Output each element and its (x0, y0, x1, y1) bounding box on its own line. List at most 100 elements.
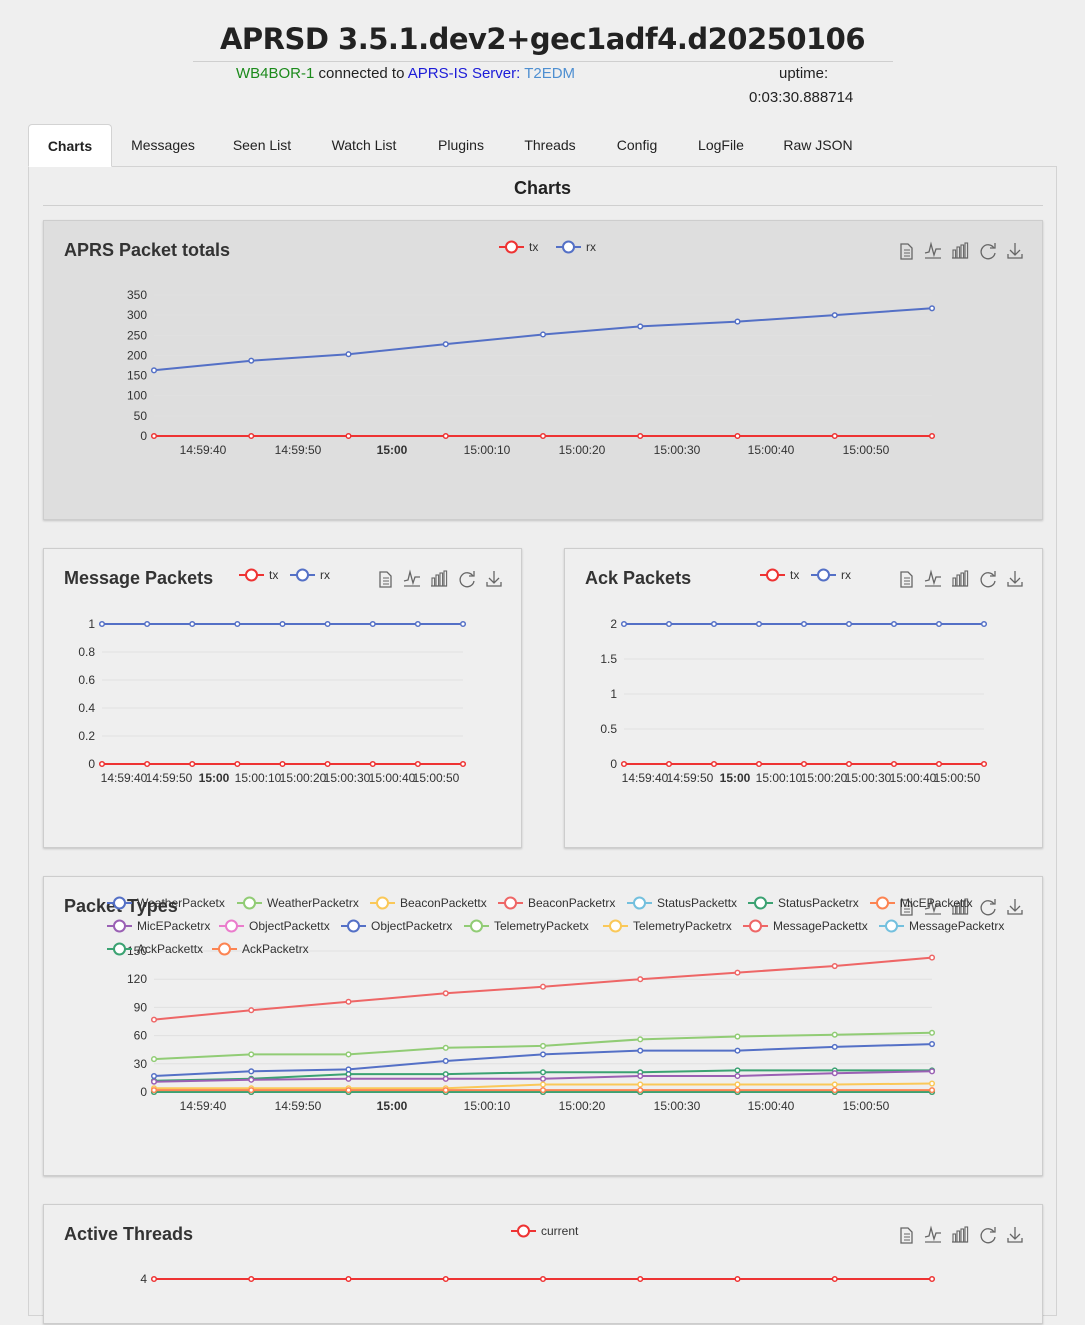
restore-icon[interactable] (978, 569, 998, 589)
data-point[interactable] (831, 1031, 838, 1038)
data-point[interactable] (442, 341, 449, 348)
data-view-icon[interactable] (375, 569, 395, 589)
data-point[interactable] (734, 1047, 741, 1054)
data-point[interactable] (831, 312, 838, 319)
data-point[interactable] (442, 1057, 449, 1065)
data-point[interactable] (928, 1068, 936, 1075)
legend-item-tx[interactable]: tx (499, 240, 538, 254)
data-point[interactable] (831, 1043, 838, 1050)
tab-watch-list[interactable]: Watch List (331, 137, 397, 153)
data-point[interactable] (980, 760, 988, 768)
data-point[interactable] (248, 1087, 255, 1094)
data-point[interactable] (734, 432, 741, 440)
data-point[interactable] (248, 1007, 255, 1014)
data-point[interactable] (637, 1072, 644, 1080)
data-point[interactable] (442, 432, 449, 440)
data-point[interactable] (845, 620, 853, 628)
data-point[interactable] (248, 1275, 255, 1283)
data-point[interactable] (800, 760, 808, 768)
tab-messages[interactable]: Messages (131, 137, 195, 153)
data-point[interactable] (442, 1075, 449, 1082)
data-point[interactable] (734, 1072, 741, 1080)
data-point[interactable] (324, 620, 331, 628)
tab-logfile[interactable]: LogFile (698, 137, 744, 153)
legend-item-beaconpacketrx[interactable]: BeaconPacketrx (498, 896, 615, 910)
data-point[interactable] (755, 760, 763, 768)
data-point[interactable] (369, 760, 376, 768)
restore-icon[interactable] (978, 241, 998, 261)
data-point[interactable] (928, 1087, 936, 1094)
data-point[interactable] (539, 1069, 547, 1076)
bar-chart-icon[interactable] (950, 569, 970, 589)
data-point[interactable] (324, 760, 331, 768)
save-image-icon[interactable] (1005, 241, 1025, 261)
data-point[interactable] (279, 620, 286, 628)
save-image-icon[interactable] (1005, 1225, 1025, 1245)
data-point[interactable] (442, 1087, 449, 1094)
legend-item-micepackettx[interactable]: MicEPackettx (870, 896, 973, 910)
data-point[interactable] (442, 990, 449, 997)
data-point[interactable] (150, 432, 158, 440)
data-point[interactable] (620, 620, 628, 628)
data-point[interactable] (150, 1275, 158, 1283)
data-point[interactable] (234, 760, 241, 768)
data-point[interactable] (831, 432, 838, 440)
legend-item-micepacketrx[interactable]: MicEPacketrx (107, 919, 210, 933)
data-point[interactable] (150, 1056, 158, 1063)
data-point[interactable] (637, 1275, 644, 1283)
data-point[interactable] (144, 760, 151, 768)
data-point[interactable] (150, 1072, 158, 1080)
data-point[interactable] (539, 331, 547, 338)
tab-seen-list[interactable]: Seen List (232, 137, 292, 153)
restore-icon[interactable] (978, 1225, 998, 1245)
data-view-icon[interactable] (896, 569, 916, 589)
bar-chart-icon[interactable] (950, 1225, 970, 1245)
data-point[interactable] (369, 620, 376, 628)
line-chart-icon[interactable] (923, 897, 943, 917)
restore-icon[interactable] (978, 897, 998, 917)
data-point[interactable] (345, 1087, 352, 1094)
legend-item-tx[interactable]: tx (239, 568, 278, 582)
data-view-icon[interactable] (896, 1225, 916, 1245)
tab-threads[interactable]: Threads (524, 137, 576, 153)
data-view-icon[interactable] (896, 897, 916, 917)
data-point[interactable] (831, 1275, 838, 1283)
legend-item-objectpacketrx[interactable]: ObjectPacketrx (341, 919, 452, 933)
data-point[interactable] (234, 620, 241, 628)
data-point[interactable] (539, 1275, 547, 1283)
tab-charts[interactable]: Charts (28, 124, 112, 167)
data-point[interactable] (710, 620, 718, 628)
data-point[interactable] (539, 1075, 547, 1082)
data-point[interactable] (459, 760, 467, 768)
data-point[interactable] (345, 1275, 352, 1283)
data-point[interactable] (734, 1033, 741, 1040)
legend-item-rx[interactable]: rx (811, 568, 851, 582)
data-point[interactable] (279, 760, 286, 768)
line-chart-icon[interactable] (923, 241, 943, 261)
tab-plugins[interactable]: Plugins (438, 137, 484, 153)
data-point[interactable] (98, 760, 106, 768)
data-point[interactable] (637, 1081, 644, 1088)
data-point[interactable] (928, 954, 936, 961)
data-point[interactable] (414, 620, 421, 628)
bar-chart-icon[interactable] (950, 241, 970, 261)
legend-item-rx[interactable]: rx (290, 568, 330, 582)
data-point[interactable] (539, 1081, 547, 1088)
data-point[interactable] (414, 760, 421, 768)
data-point[interactable] (734, 1275, 741, 1283)
legend-item-statuspacketrx[interactable]: StatusPacketrx (748, 896, 859, 910)
data-point[interactable] (150, 1016, 158, 1023)
data-point[interactable] (248, 357, 255, 364)
legend-item-weatherpacketx[interactable]: WeatherPacketx (107, 896, 225, 910)
legend-item-statuspackettx[interactable]: StatusPackettx (627, 896, 737, 910)
data-point[interactable] (539, 1042, 547, 1049)
data-point[interactable] (935, 760, 943, 768)
legend-item-rx[interactable]: rx (556, 240, 596, 254)
legend-item-messagepackettx[interactable]: MessagePackettx (743, 919, 868, 933)
save-image-icon[interactable] (1005, 897, 1025, 917)
legend-item-tx[interactable]: tx (760, 568, 799, 582)
data-point[interactable] (150, 367, 158, 374)
data-point[interactable] (845, 760, 853, 768)
line-chart-icon[interactable] (923, 569, 943, 589)
data-point[interactable] (928, 1275, 936, 1283)
